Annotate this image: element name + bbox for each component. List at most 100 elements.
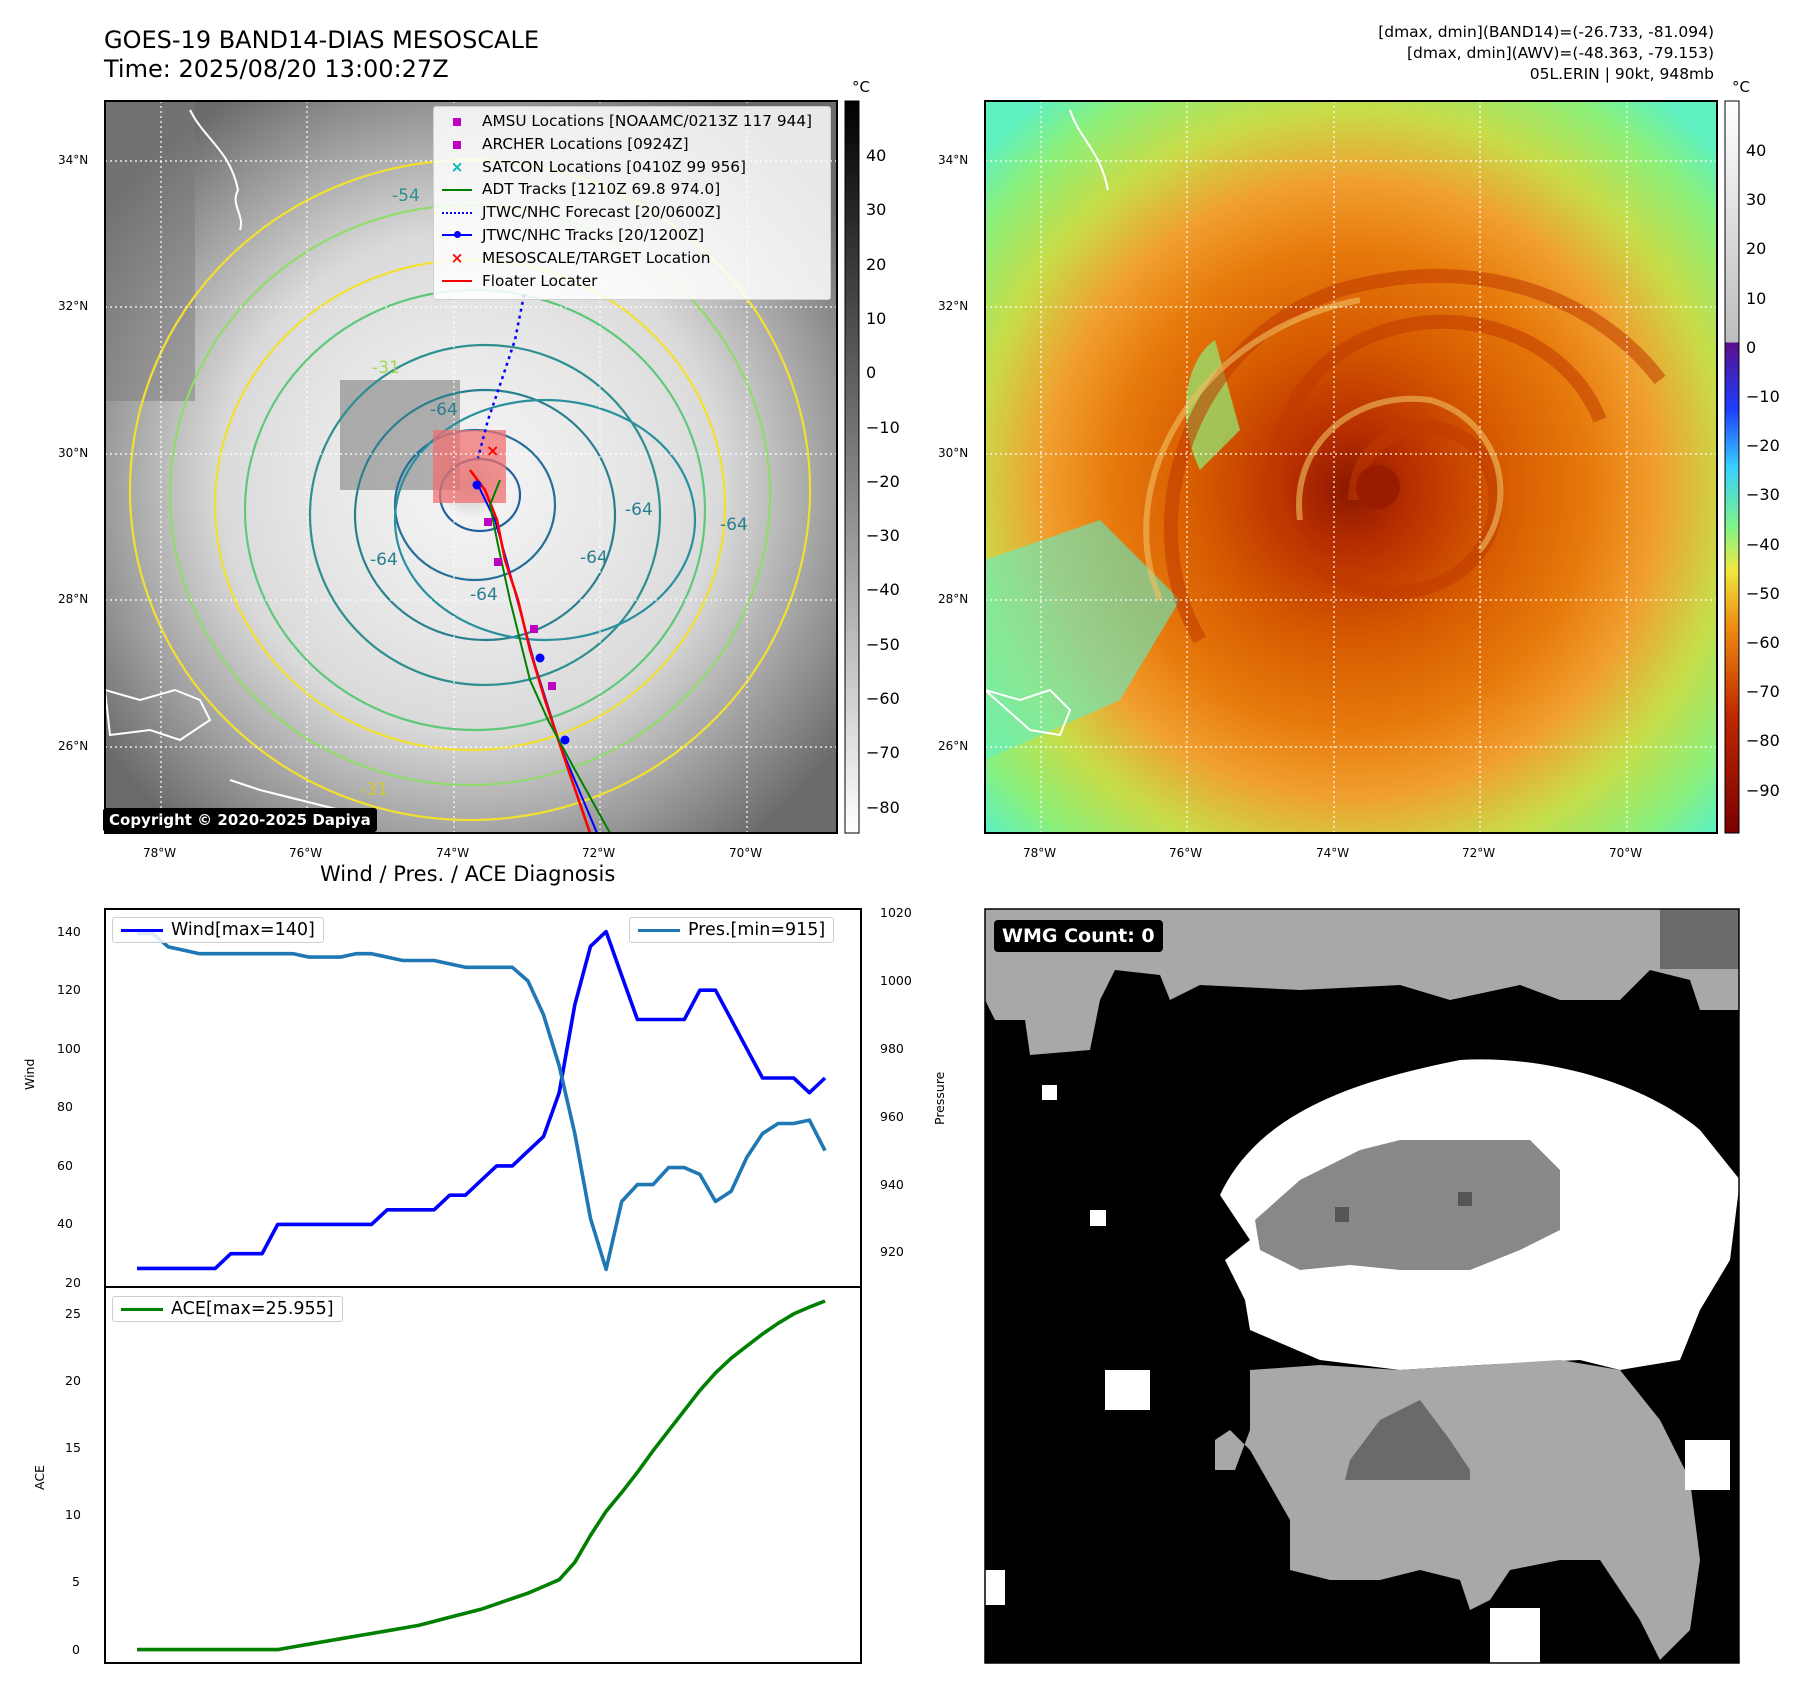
wind-legend-label: Wind[max=140] [171, 920, 315, 940]
ace-axis-label: ACE [32, 1465, 47, 1490]
pressure-tick: 1000 [880, 972, 912, 988]
title-line-1: GOES-19 BAND14-DIAS MESOSCALE [104, 26, 540, 54]
legend-item-label: AMSU Locations [NOAAMC/0213Z 117 944] [482, 112, 813, 130]
adt-track [488, 479, 611, 833]
right-colorbar-tick: −20 [1746, 436, 1780, 456]
map-legend: AMSU Locations [NOAAMC/0213Z 117 944] ARC… [433, 106, 831, 300]
legend-item: Floater Locater [440, 270, 826, 293]
pressure-tick: 920 [880, 1244, 904, 1260]
diagnosis-title: Wind / Pres. / ACE Diagnosis [320, 862, 616, 886]
figure-title: GOES-19 BAND14-DIAS MESOSCALE Time: 2025… [104, 26, 539, 84]
floater-box [433, 430, 506, 503]
wind-tick: 20 [65, 1275, 81, 1290]
ace-tick: 0 [72, 1641, 80, 1657]
right-lat-label: 28°N [938, 592, 969, 606]
right-lon-label: 78°W [1023, 846, 1057, 860]
right-lon-label: 70°W [1609, 846, 1643, 860]
legend-marker [440, 178, 474, 201]
wind-tick: 120 [57, 982, 81, 998]
legend-marker [440, 133, 474, 156]
ace-tick: 25 [65, 1305, 81, 1321]
right-lon-label: 76°W [1169, 846, 1203, 860]
right-colorbar-tick: −50 [1746, 583, 1780, 603]
pres-series [136, 931, 827, 1272]
left-lon-label: 74°W [436, 846, 470, 860]
right-colorbar-tick: 40 [1746, 141, 1767, 160]
legend-item-label: JTWC/NHC Tracks [20/1200Z] [482, 225, 705, 244]
right-colorbar-tick: 10 [1746, 288, 1767, 308]
left-lon-label: 72°W [582, 846, 616, 860]
ace-legend: ACE[max=25.955] [112, 1296, 343, 1322]
left-lat-label: 34°N [58, 153, 89, 167]
left-lon-label: 70°W [729, 846, 763, 860]
wind-series-line [137, 929, 827, 1271]
right-colorbar-tick: 0 [1746, 337, 1757, 357]
legend-marker [440, 110, 474, 133]
title-line-2: Time: 2025/08/20 13:00:27Z [104, 55, 449, 83]
right-colorbar-tick: −80 [1746, 731, 1780, 751]
left-colorbar-tick: −30 [866, 526, 900, 546]
right-colorbar-tick: −60 [1746, 633, 1780, 652]
wind-tick: 60 [57, 1157, 73, 1173]
left-colorbar-tick: 0 [866, 363, 877, 383]
wind-tick: 100 [57, 1040, 81, 1056]
right-lat-label: 34°N [938, 153, 969, 167]
legend-marker: × [450, 248, 464, 267]
copyright-badge: Copyright © 2020-2025 Dapiya [103, 808, 377, 832]
right-colorbar-tick: 30 [1746, 190, 1767, 210]
ace-tick: 15 [65, 1440, 81, 1456]
pressure-legend: Pres.[min=915] [629, 917, 835, 943]
legend-item-label: Floater Locater [482, 271, 598, 290]
ace-legend-swatch [121, 1307, 163, 1311]
legend-marker: × [450, 157, 464, 176]
legend-item-label: ADT Tracks [1210Z 69.8 974.0] [482, 180, 721, 199]
contour-label-9: -31 [360, 780, 388, 800]
right-colorbar-tick: −30 [1746, 485, 1780, 505]
info-line-2: [dmax, dmin](AWV)=(-48.363, -79.153) [1407, 44, 1714, 62]
storm-info: [dmax, dmin](BAND14)=(-26.733, -81.094) … [1378, 22, 1714, 85]
wind-series [136, 929, 827, 1271]
contour-label-8: -64 [580, 548, 608, 568]
contour-label-5: -64 [470, 585, 498, 605]
pressure-tick: 960 [880, 1108, 904, 1124]
legend-item: AMSU Locations [NOAAMC/0213Z 117 944] [440, 110, 826, 133]
diagnosis-chart [104, 908, 862, 1664]
ace-tick: 10 [65, 1507, 81, 1523]
pressure-tick: 1020 [880, 905, 912, 920]
legend-marker [440, 224, 474, 247]
right-colorbar-tick: −70 [1746, 682, 1780, 702]
info-line-1: [dmax, dmin](BAND14)=(-26.733, -81.094) [1378, 23, 1714, 41]
wind-legend-swatch [121, 928, 163, 932]
pressure-tick: 980 [880, 1040, 904, 1056]
pressure-axis-label: Pressure [932, 1071, 947, 1125]
wind-tick: 80 [57, 1099, 73, 1115]
contour-label-6: -64 [720, 515, 748, 535]
left-map-frame [104, 100, 838, 834]
wmg-count-badge: WMG Count: 0 [994, 920, 1163, 952]
right-lon-label: 72°W [1462, 846, 1496, 860]
ace-tick: 20 [65, 1373, 81, 1388]
right-lat-label: 32°N [938, 299, 969, 313]
right-lat-label: 26°N [938, 739, 969, 753]
left-colorbar-tick: −20 [866, 471, 900, 491]
contour-label-7: -64 [370, 550, 398, 570]
amsu-markers [484, 518, 556, 690]
left-lat-label: 26°N [58, 739, 89, 753]
ace-tick: 5 [72, 1574, 80, 1590]
left-colorbar-tick: −50 [866, 634, 900, 654]
storm-tracks: × [468, 294, 611, 833]
left-colorbar-tick: 20 [866, 254, 887, 274]
target-marker: × [486, 441, 499, 460]
legend-item-label: JTWC/NHC Forecast [20/0600Z] [482, 203, 721, 222]
right-map-frame [984, 100, 1718, 834]
legend-item: ADT Tracks [1210Z 69.8 974.0] [440, 178, 826, 201]
legend-item-label: MESOSCALE/TARGET Location [482, 248, 711, 267]
wind-tick: 40 [57, 1216, 73, 1232]
ace-axes [104, 1286, 862, 1664]
left-colorbar-tick: −40 [866, 580, 900, 600]
legend-item: × MESOSCALE/TARGET Location [440, 247, 826, 270]
pressure-legend-label: Pres.[min=915] [688, 920, 826, 940]
left-colorbar-tick: −80 [866, 797, 900, 817]
ace-legend-label: ACE[max=25.955] [171, 1299, 334, 1319]
